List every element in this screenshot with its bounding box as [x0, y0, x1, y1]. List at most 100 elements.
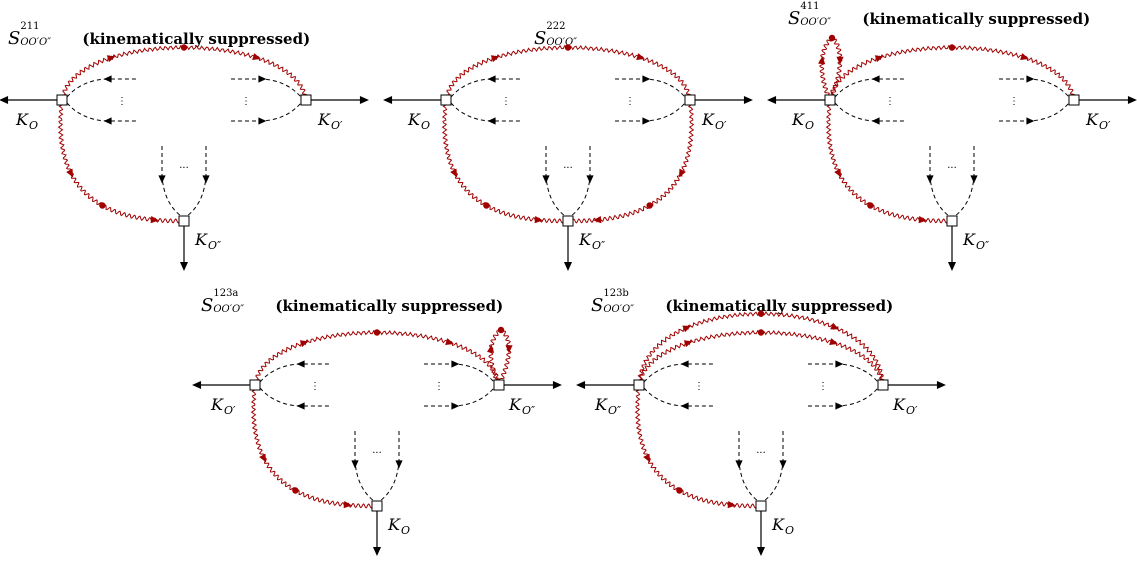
label-bottom: KO″: [195, 230, 222, 252]
feynman-diagram: ⋮ ⋮ ···: [383, 44, 753, 271]
internal-line: [954, 146, 975, 217]
internal-arrow: [158, 175, 166, 184]
photon-vertex-dot: [497, 326, 505, 334]
photon-arrow: [836, 56, 844, 65]
photon-arrow: [534, 216, 543, 224]
ellipsis-vertical: ⋮: [818, 381, 828, 392]
internal-arrow: [871, 75, 880, 83]
internal-line: [66, 78, 137, 98]
internal-arrow: [680, 360, 689, 368]
vertex-box: [877, 379, 889, 391]
internal-line: [929, 146, 950, 217]
diagram-s222: S 222 OO′O″ ⋮ ⋮ ··· KO KO′ KO″: [383, 0, 764, 280]
title-subscript: OO′O″: [546, 37, 577, 48]
vertex-box: [684, 94, 696, 106]
internal-line: [999, 78, 1070, 98]
photon-vertex-dot: [676, 487, 683, 494]
title-symbol: S: [8, 28, 21, 49]
internal-line: [231, 78, 302, 98]
label-bottom: KO: [772, 515, 794, 537]
photon-line: [825, 99, 953, 224]
vertex-box: [946, 215, 958, 227]
vertex-box: [493, 379, 505, 391]
photon-line: [57, 99, 185, 224]
label-right: KO″: [509, 395, 536, 417]
internal-arrow: [451, 360, 460, 368]
internal-arrow: [202, 175, 210, 184]
diagram-title: S 211 OO′O″ (kinematically suppressed): [8, 22, 311, 49]
photon-vertex-dot: [483, 202, 490, 209]
internal-arrow: [680, 402, 689, 410]
label-left: KO: [408, 110, 430, 132]
title-note: (kinematically suppressed): [275, 297, 504, 315]
diagram-s123b: S 123b OO′O″ (kinematically suppressed) ⋮ ⋮ ·…: [576, 285, 957, 565]
photon-vertex-dot: [180, 44, 188, 51]
photon-arrow: [450, 168, 458, 178]
photon-arrow: [682, 325, 692, 333]
photon-line: [488, 330, 503, 386]
photon-arrow: [505, 345, 513, 354]
title-subscript: OO′O″: [603, 304, 634, 315]
photon-arrow: [918, 216, 927, 224]
internal-arrow: [779, 460, 787, 469]
internal-line: [545, 146, 566, 217]
photon-vertex-dot: [757, 329, 765, 336]
vertex-box: [824, 94, 836, 106]
label-left: KO′: [211, 395, 236, 417]
photon-arrow: [643, 453, 651, 463]
diagram-s211: S 211 OO′O″ (kinematically suppressed) ⋮ ⋮ ··…: [0, 0, 380, 280]
photon-arrow: [106, 55, 116, 63]
label-right: KO′: [1086, 110, 1111, 132]
photon-arrow: [593, 216, 602, 224]
photon-arrow: [66, 168, 74, 178]
internal-line: [354, 431, 375, 502]
vertex-box: [633, 379, 645, 391]
feynman-diagram: ⋮ ⋮ ···: [576, 310, 946, 556]
title-superscript: 411: [800, 1, 820, 12]
photon-vertex-dot: [292, 487, 299, 494]
title-superscript: 123b: [603, 288, 629, 299]
diagram-s123a: S 123a OO′O″ (kinematically suppressed) ⋮ ⋮ ·…: [192, 285, 573, 565]
external-arrow: [179, 261, 189, 271]
label-bottom: KO: [388, 515, 410, 537]
photon-line: [567, 99, 695, 224]
photon-line: [637, 329, 885, 386]
internal-line: [424, 363, 495, 383]
internal-line: [570, 146, 591, 217]
external-arrow: [0, 95, 9, 105]
ellipsis-horizontal: ···: [947, 163, 957, 174]
title-note: (kinematically suppressed): [82, 30, 311, 48]
external-arrow: [192, 380, 202, 390]
internal-line: [161, 146, 182, 217]
photon-arrow: [1020, 53, 1029, 60]
internal-arrow: [871, 117, 880, 125]
internal-line: [738, 431, 759, 502]
vertex-box: [178, 215, 190, 227]
ellipsis-vertical: ⋮: [625, 96, 635, 107]
internal-arrow: [103, 75, 112, 83]
photon-line: [250, 384, 378, 509]
internal-line: [808, 363, 879, 383]
internal-arrow: [1026, 75, 1035, 83]
photon-vertex-dot: [373, 329, 381, 336]
vertex-box: [562, 215, 574, 227]
internal-line: [379, 431, 400, 502]
internal-arrow: [835, 402, 844, 410]
internal-arrow: [296, 402, 305, 410]
photon-line: [253, 329, 501, 386]
label-bottom: KO″: [579, 230, 606, 252]
ellipsis-vertical: ⋮: [434, 381, 444, 392]
photon-line: [634, 384, 762, 509]
ellipsis-horizontal: ···: [372, 448, 382, 459]
ellipsis-vertical: ⋮: [1009, 96, 1019, 107]
internal-arrow: [351, 460, 359, 469]
internal-arrow: [926, 175, 934, 184]
photon-arrow: [252, 53, 261, 60]
diagram-title: S 222 OO′O″: [534, 22, 608, 48]
photon-arrow: [683, 340, 693, 348]
vertex-box: [440, 94, 452, 106]
photon-arrow: [299, 340, 309, 348]
feynman-diagram: ⋮ ⋮ ···: [0, 44, 369, 271]
vertex-box: [371, 500, 383, 512]
title-superscript: 123a: [213, 288, 239, 299]
